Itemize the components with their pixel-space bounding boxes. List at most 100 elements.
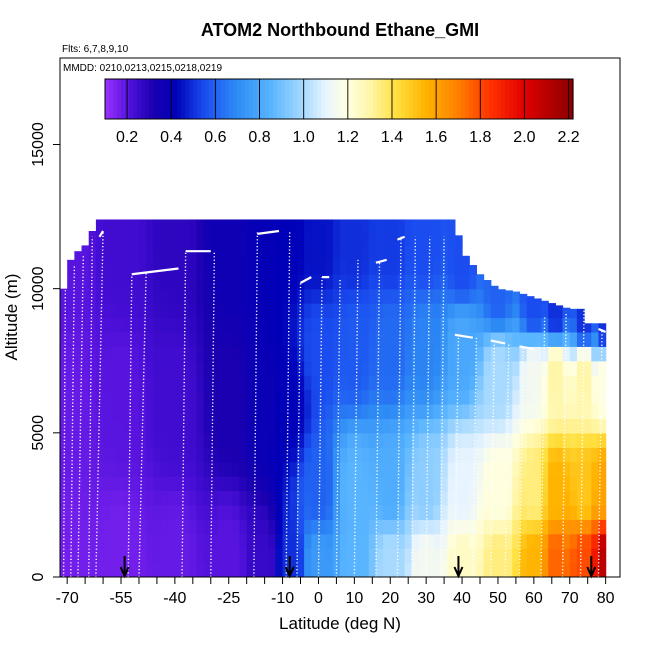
heatmap-cell xyxy=(390,360,399,376)
heatmap-cell xyxy=(361,562,370,577)
heatmap-cell xyxy=(454,259,463,275)
heatmap-cell xyxy=(591,461,600,477)
heatmap-cell xyxy=(103,259,111,275)
heatmap-cell xyxy=(88,490,97,506)
heatmap-cell xyxy=(138,490,147,506)
heatmap-cell xyxy=(426,317,434,333)
heatmap-cell xyxy=(447,533,456,549)
heatmap-cell xyxy=(167,404,176,420)
heatmap-cell xyxy=(584,389,592,405)
heatmap-cell xyxy=(490,432,499,448)
heatmap-cell xyxy=(469,490,478,506)
heatmap-cell xyxy=(239,274,248,290)
down-arrow-icon xyxy=(284,556,295,579)
colorbar-swatch xyxy=(385,79,390,119)
heatmap-cell xyxy=(447,331,456,347)
heatmap-cell xyxy=(519,317,528,333)
heatmap-cell xyxy=(81,461,90,477)
heatmap-cell xyxy=(576,418,585,434)
heatmap-cell xyxy=(548,490,556,506)
heatmap-cell xyxy=(368,562,377,577)
flight-profile-track xyxy=(504,343,510,577)
heatmap-cell xyxy=(304,303,312,319)
down-arrow-icon xyxy=(453,556,464,579)
heatmap-cell xyxy=(375,389,384,405)
heatmap-cell xyxy=(239,404,248,420)
heatmap-cell xyxy=(340,519,348,535)
heatmap-cell xyxy=(447,360,456,376)
heatmap-cell xyxy=(347,490,355,506)
heatmap-cell xyxy=(454,404,463,420)
heatmap-cell xyxy=(74,346,83,362)
heatmap-cell xyxy=(512,303,521,319)
heatmap-cell xyxy=(505,533,513,549)
heatmap-cell xyxy=(189,432,198,448)
heatmap-cell xyxy=(562,476,571,492)
heatmap-cell xyxy=(81,519,90,535)
heatmap-cell xyxy=(138,245,147,261)
heatmap-cell xyxy=(519,461,528,477)
heatmap-cell xyxy=(239,219,248,232)
heatmap-cell xyxy=(483,504,492,520)
heatmap-cell xyxy=(404,360,413,376)
heatmap-cell xyxy=(146,562,154,577)
heatmap-cell xyxy=(541,504,549,520)
heatmap-cell xyxy=(383,447,391,463)
heatmap-cell xyxy=(275,418,284,434)
heatmap-cell xyxy=(253,490,262,506)
heatmap-cell xyxy=(268,259,276,275)
heatmap-cell xyxy=(203,447,212,463)
heatmap-cell xyxy=(95,360,104,376)
heatmap-cell xyxy=(74,490,83,506)
heatmap-cell xyxy=(598,490,607,506)
heatmap-cell xyxy=(383,461,391,477)
heatmap-cell xyxy=(368,432,377,448)
heatmap-cell xyxy=(541,418,549,434)
heatmap-cell xyxy=(368,519,377,535)
heatmap-cell xyxy=(95,447,104,463)
heatmap-cell xyxy=(361,418,370,434)
heatmap-cell xyxy=(368,375,377,391)
heatmap-cell xyxy=(232,331,241,347)
heatmap-cell xyxy=(426,504,434,520)
heatmap-cell xyxy=(95,548,104,564)
heatmap-cell xyxy=(462,432,470,448)
heatmap-cell xyxy=(253,447,262,463)
heatmap-cell xyxy=(361,404,370,420)
heatmap-cell xyxy=(411,360,420,376)
heatmap-cell xyxy=(275,533,284,549)
heatmap-cell xyxy=(189,346,198,362)
heatmap-cell xyxy=(225,219,233,232)
heatmap-cell xyxy=(454,375,463,391)
colorbar-swatch xyxy=(237,79,242,119)
heatmap-cell xyxy=(447,476,456,492)
heatmap-cell xyxy=(67,288,75,304)
heatmap-cell xyxy=(131,245,140,261)
heatmap-cell xyxy=(469,346,478,362)
heatmap-cell xyxy=(383,562,391,577)
heatmap-cell xyxy=(548,360,556,376)
flight-level-leg xyxy=(519,345,535,351)
heatmap-cell xyxy=(246,317,255,333)
heatmap-cell xyxy=(311,533,320,549)
heatmap-cell xyxy=(153,231,162,247)
heatmap-cell xyxy=(390,288,399,304)
heatmap-cell xyxy=(174,274,183,290)
heatmap-cell xyxy=(246,331,255,347)
heatmap-cell xyxy=(261,245,269,261)
heatmap-cell xyxy=(232,231,241,247)
heatmap-cell xyxy=(576,404,585,420)
heatmap-cell xyxy=(483,389,492,405)
heatmap-cell xyxy=(81,259,90,275)
heatmap-cell xyxy=(74,288,83,304)
heatmap-cell xyxy=(296,219,305,232)
heatmap-cell xyxy=(268,548,276,564)
heatmap-cell xyxy=(124,317,133,333)
colorbar-swatch xyxy=(489,79,494,119)
heatmap-cell xyxy=(153,490,162,506)
heatmap-cell xyxy=(418,375,427,391)
arrow-markers xyxy=(119,556,597,579)
heatmap-cell xyxy=(67,389,75,405)
heatmap-cell xyxy=(318,404,327,420)
heatmap-cell xyxy=(232,476,241,492)
